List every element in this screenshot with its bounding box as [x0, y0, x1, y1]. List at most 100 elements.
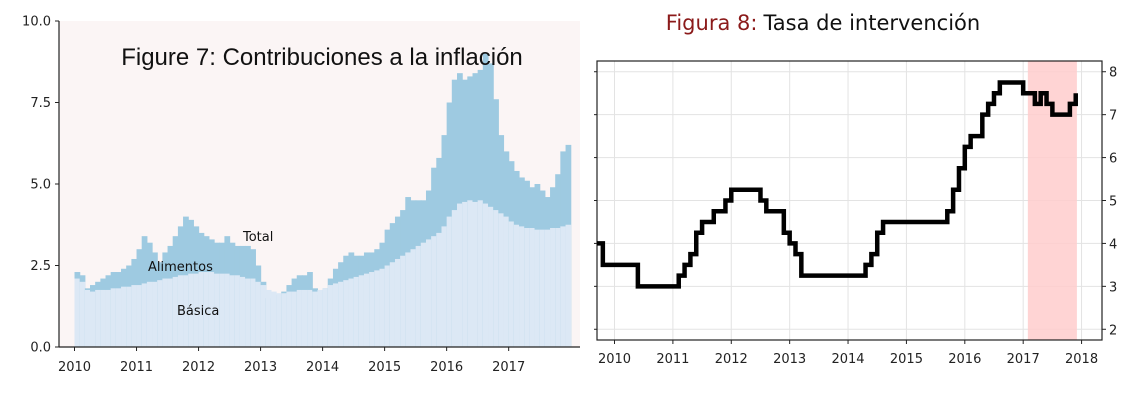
x-tick-label: 2012	[182, 360, 215, 375]
basica-bar	[198, 272, 205, 347]
basica-bar	[503, 216, 510, 347]
basica-bar	[84, 289, 91, 347]
y-tick-label: 0.0	[30, 341, 51, 356]
basica-bar	[431, 236, 437, 347]
basica-bar	[214, 273, 220, 347]
basica-bar	[451, 210, 458, 347]
basica-bar	[555, 228, 561, 347]
basica-bar	[482, 203, 489, 347]
y-tick-label: 7	[1109, 109, 1117, 124]
basica-bar	[203, 272, 210, 347]
basica-bar	[534, 229, 541, 347]
basica-bar	[472, 201, 479, 347]
x-tick-label: 2015	[890, 352, 923, 367]
figure-8-title: Figura 8: Tasa de intervención	[666, 11, 980, 35]
basica-bar	[188, 273, 194, 347]
basica-bar	[157, 280, 163, 347]
figure-7-contributions-chart: 0.0 2.5 5.0 7.5 10.0 2010 2011 2012 2013 2014 201…	[22, 15, 580, 375]
basica-bar	[219, 273, 225, 347]
basica-bar	[550, 228, 556, 347]
basica-bar	[477, 200, 484, 347]
basica-bar	[457, 203, 463, 347]
annotation-total: Total	[242, 230, 273, 245]
basica-bar	[508, 221, 515, 347]
x-tick-label: 2011	[656, 352, 689, 367]
basica-bar	[410, 249, 417, 347]
basica-bar	[265, 289, 272, 347]
basica-bar	[446, 216, 453, 347]
x-tick-label: 2014	[831, 352, 864, 367]
basica-bar	[358, 275, 365, 347]
basica-bar	[141, 283, 148, 347]
basica-bar	[544, 229, 551, 347]
x-tick-label: 2017	[492, 360, 525, 375]
basica-bar	[260, 285, 267, 347]
basica-bar	[467, 200, 474, 347]
basica-bar	[105, 289, 112, 347]
basica-bar	[462, 201, 468, 347]
annotation-alimentos: Alimentos	[148, 260, 213, 275]
basica-bar	[498, 213, 505, 347]
figure-8-rate-line	[597, 80, 1078, 289]
x-tick-label: 2018	[1065, 352, 1098, 367]
x-tick-label: 2011	[120, 360, 153, 375]
basica-bar	[353, 276, 360, 347]
basica-bar	[276, 293, 282, 347]
basica-bar	[301, 289, 308, 347]
basica-bar	[239, 276, 246, 347]
x-tick-label: 2013	[773, 352, 806, 367]
basica-bar	[338, 281, 344, 347]
basica-bar	[379, 268, 386, 347]
basica-bar	[400, 255, 406, 347]
basica-bar	[167, 278, 174, 347]
basica-bar	[152, 281, 158, 347]
basica-bar	[425, 239, 432, 347]
basica-bar	[415, 245, 422, 347]
y-tick-label: 2.5	[30, 259, 51, 274]
basica-bar	[193, 273, 200, 347]
basica-bar	[162, 278, 169, 347]
basica-bar	[286, 291, 293, 347]
x-tick-label: 2015	[368, 360, 401, 375]
x-tick-label: 2013	[244, 360, 277, 375]
basica-bar	[529, 228, 536, 347]
basica-bar	[565, 224, 572, 347]
basica-bar	[126, 286, 132, 347]
basica-bar	[441, 226, 448, 347]
basica-bar	[136, 285, 143, 347]
basica-bar	[389, 262, 396, 347]
y-tick-label: 5	[1109, 195, 1117, 210]
basica-bar	[224, 273, 231, 347]
basica-bar	[332, 283, 339, 347]
basica-bar	[131, 285, 138, 347]
basica-bar	[255, 281, 262, 347]
basica-bar	[343, 280, 350, 347]
basica-bar	[513, 224, 520, 347]
y-tick-label: 6	[1109, 152, 1117, 167]
figure-7-title: Figure 7: Contribuciones a la inflación	[121, 44, 523, 71]
x-tick-label: 2012	[715, 352, 748, 367]
basica-bar	[348, 278, 355, 347]
x-tick-label: 2016	[430, 360, 463, 375]
x-tick-label: 2017	[1007, 352, 1040, 367]
basica-bar	[560, 226, 567, 347]
basica-bar	[100, 289, 107, 347]
basica-bar	[208, 272, 215, 347]
basica-bar	[539, 229, 546, 347]
y-tick-label: 5.0	[30, 178, 51, 193]
x-tick-label: 2010	[598, 352, 631, 367]
figure-8-policy-rate-chart: Figura 8: Tasa de intervención 2 3 4 5 6 7 8 20…	[594, 11, 1117, 367]
y-tick-label: 10.0	[22, 15, 51, 30]
x-tick-label: 2010	[58, 360, 91, 375]
y-tick-label: 7.5	[30, 96, 51, 111]
basica-bar	[363, 273, 370, 347]
basica-bar	[296, 289, 303, 347]
y-tick-label: 4	[1109, 237, 1117, 252]
basica-bar	[146, 281, 153, 347]
basica-bar	[74, 278, 81, 347]
basica-bar	[524, 228, 530, 347]
figure-8-title-text: Tasa de intervención	[762, 11, 980, 35]
y-tick-label: 8	[1109, 66, 1117, 81]
basica-bar	[317, 289, 324, 347]
